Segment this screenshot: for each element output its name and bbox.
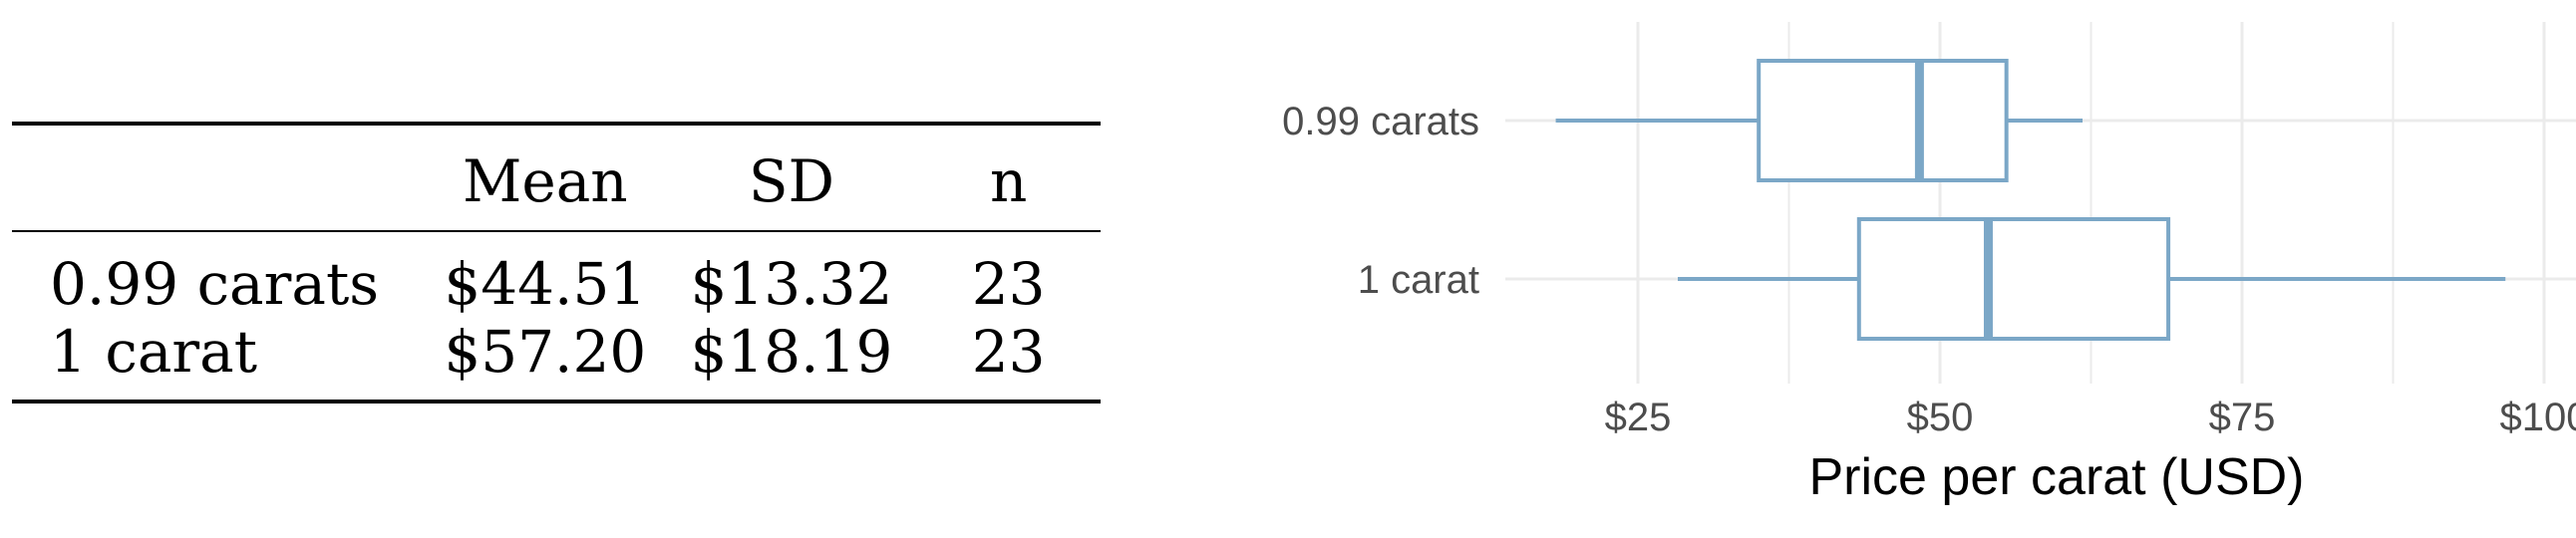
cell-mean: $44.51 [444, 250, 647, 318]
summary-table: Mean SD n 0.99 carats $44.51 $13.32 23 1… [12, 122, 1101, 404]
x-tick-label: $25 [1605, 396, 1672, 439]
header-empty [12, 122, 424, 232]
cell-sd: $13.32 [690, 250, 893, 318]
category-label: 0.99 carats [1282, 100, 1479, 143]
cell-mean: $57.20 [424, 318, 667, 404]
cell-n: 23 [916, 318, 1101, 404]
x-tick-label: $75 [2209, 396, 2276, 439]
header-mean: Mean [424, 122, 667, 232]
x-tick-label: $50 [1907, 396, 1974, 439]
row-label: 0.99 carats [50, 250, 380, 318]
x-axis-label: Price per carat (USD) [1809, 448, 2305, 506]
header-n: n [916, 122, 1101, 232]
x-tick-label: $100 [2500, 396, 2576, 439]
table-header-row: Mean SD n [12, 122, 1101, 232]
header-sd: SD [666, 122, 917, 232]
category-label: 1 carat [1358, 258, 1479, 302]
table-row: 1 carat $57.20 $18.19 23 [12, 318, 1101, 404]
row-label: 1 carat [12, 318, 424, 404]
box [1757, 59, 2009, 182]
cell-n: 23 [971, 250, 1046, 318]
table-row: 0.99 carats $44.51 $13.32 23 [12, 231, 1101, 318]
cell-sd: $18.19 [666, 318, 917, 404]
box [1856, 217, 2171, 341]
